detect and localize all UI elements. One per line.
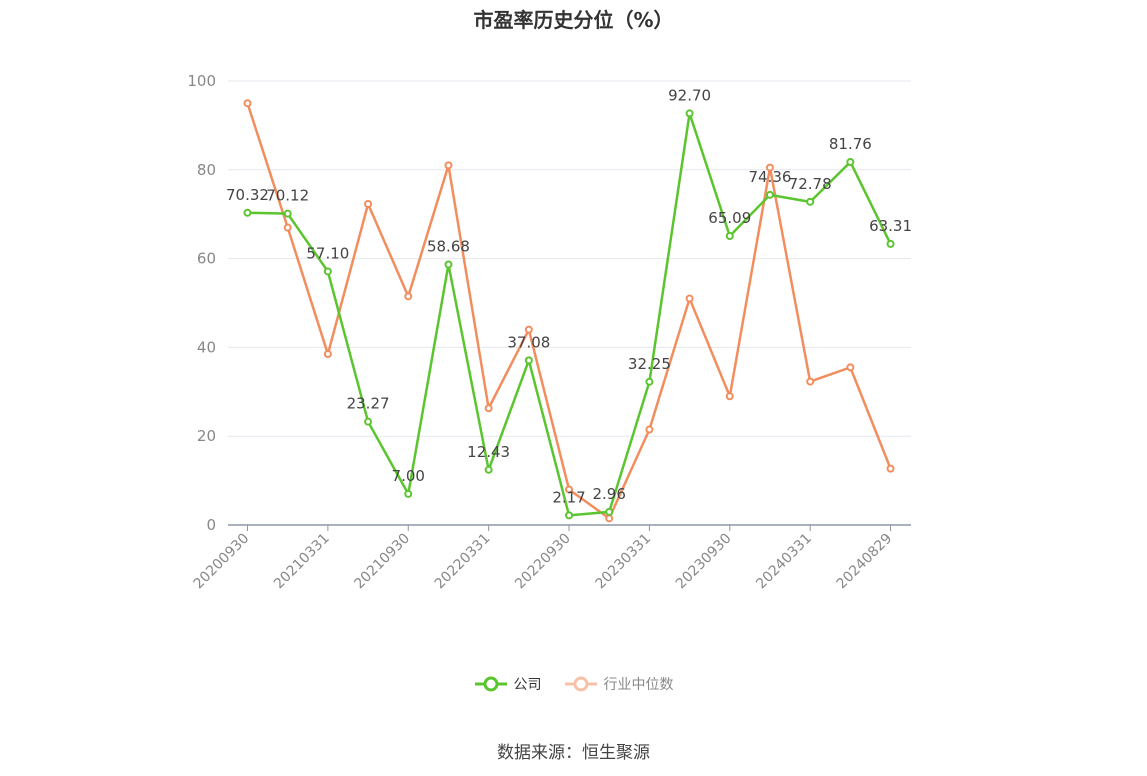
y-tick-label: 60 [197,250,216,268]
series-line [246,102,892,520]
data-label: 74.36 [748,168,791,186]
y-tick-label: 0 [206,516,216,534]
data-label: 32.25 [628,355,671,373]
data-point [404,489,413,498]
data-label: 63.31 [869,217,912,235]
data-label: 2.96 [593,485,626,503]
data-source-note: 数据来源：恒生聚源 [497,743,650,763]
data-point [605,514,614,523]
data-point [524,325,533,334]
data-point [725,232,734,241]
data-label: 12.43 [467,443,510,461]
data-point [404,292,413,301]
x-tick-label: 20210930 [351,531,413,593]
legend: 公司 行业中位数 [0,674,1147,694]
x-tick-label: 20220930 [512,531,574,593]
data-point [444,260,453,269]
legend-marker-company [474,676,507,692]
data-label: 7.00 [392,467,425,485]
data-point [645,425,654,434]
data-point [886,239,895,248]
data-point [484,465,493,474]
data-point [605,507,614,516]
data-point [323,350,332,359]
data-point [806,377,815,386]
data-point [565,511,574,520]
data-label: 37.08 [507,333,550,351]
x-tick-label: 20200930 [191,531,253,593]
series-line [247,112,892,517]
line-chart: 0 20 40 60 80 100 20200930 20210331 20210930 2022… [187,72,912,593]
legend-item-industry-median[interactable]: 行业中位数 [564,674,674,694]
data-point [283,223,292,232]
data-point [765,163,774,172]
data-label: 58.68 [427,237,470,255]
data-label: 2.17 [552,488,585,506]
data-point [283,209,292,218]
x-tick-label: 20240331 [753,531,815,593]
data-label: 81.76 [829,135,872,153]
data-label: 23.27 [347,395,390,413]
legend-label-industry-median: 行业中位数 [603,677,674,693]
data-point [846,157,855,166]
data-point [444,161,453,170]
data-point [685,294,694,303]
data-label: 65.09 [708,209,751,227]
data-point [806,197,815,206]
y-tick-label: 20 [197,427,216,445]
data-point [725,392,734,401]
data-point [364,199,373,208]
data-point [645,377,654,386]
data-point [243,99,252,108]
legend-label-company: 公司 [513,677,542,693]
data-point [323,267,332,276]
x-tick-label: 20220331 [432,531,494,593]
x-tick-label: 20210331 [271,531,333,593]
data-label: 70.32 [226,186,269,204]
y-tick-label: 80 [197,161,216,179]
data-point [484,404,493,413]
data-point [565,485,574,494]
data-label: 92.70 [668,86,711,104]
data-point [886,464,895,473]
data-point [364,417,373,426]
data-point [685,109,694,118]
x-tick-label: 20230930 [673,531,735,593]
data-label: 72.78 [789,175,832,193]
legend-item-company[interactable]: 公司 [474,674,542,694]
data-label: 70.12 [266,187,309,205]
data-point [243,208,252,217]
chart-title: 市盈率历史分位（%） [473,8,674,32]
data-label: 57.10 [306,244,349,262]
data-point [846,363,855,372]
x-tick-label: 20240829 [834,531,896,593]
data-point [524,356,533,365]
legend-marker-industry-median [564,676,597,692]
y-tick-label: 40 [197,338,216,356]
data-point [765,190,774,199]
y-tick-label: 100 [187,72,216,90]
x-tick-label: 20230331 [593,531,655,593]
